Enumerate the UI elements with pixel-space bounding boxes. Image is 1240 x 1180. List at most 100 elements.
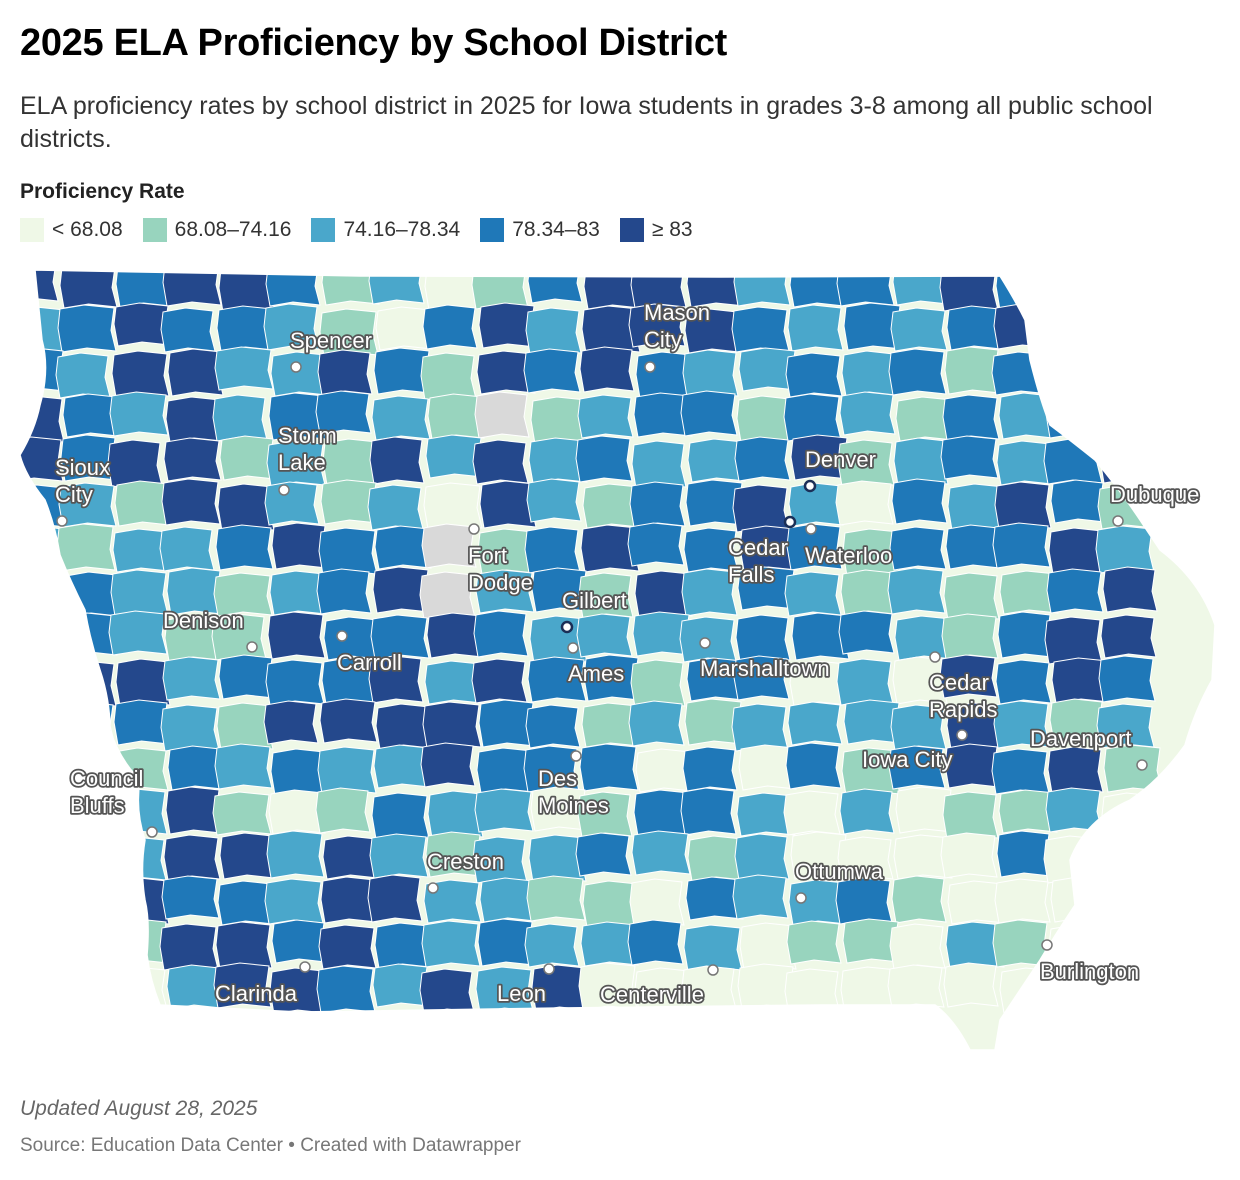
district-shape[interactable] <box>317 746 377 795</box>
district-shape[interactable] <box>946 305 1002 351</box>
district-shape[interactable] <box>789 264 845 308</box>
district-shape[interactable] <box>526 875 586 922</box>
district-shape[interactable] <box>166 964 222 1010</box>
district-shape[interactable] <box>12 874 71 921</box>
district-shape[interactable] <box>839 391 896 436</box>
district-shape[interactable] <box>840 569 896 616</box>
district-shape[interactable] <box>369 436 425 485</box>
district-shape[interactable] <box>733 655 790 701</box>
district-shape[interactable] <box>893 834 953 880</box>
district-shape[interactable] <box>940 832 998 879</box>
district-shape[interactable] <box>836 658 894 706</box>
district-shape[interactable] <box>167 745 223 791</box>
district-shape[interactable] <box>686 657 745 702</box>
district-shape[interactable] <box>268 789 326 835</box>
district-shape[interactable] <box>373 744 431 789</box>
district-shape[interactable] <box>214 743 273 790</box>
district-shape[interactable] <box>368 259 425 305</box>
district-shape[interactable] <box>265 263 321 307</box>
district-shape[interactable] <box>159 923 219 971</box>
district-shape[interactable] <box>1095 525 1155 574</box>
district-shape[interactable] <box>837 836 894 881</box>
district-shape[interactable] <box>525 704 581 749</box>
district-shape[interactable] <box>162 260 222 307</box>
district-shape[interactable] <box>998 392 1054 440</box>
district-shape[interactable] <box>682 746 738 792</box>
district-shape[interactable] <box>784 968 841 1016</box>
district-shape[interactable] <box>110 569 169 617</box>
district-shape[interactable] <box>161 875 220 920</box>
district-shape[interactable] <box>739 922 797 971</box>
district-shape[interactable] <box>268 392 327 441</box>
district-shape[interactable] <box>525 307 582 355</box>
district-shape[interactable] <box>266 830 325 879</box>
district-shape[interactable] <box>321 657 379 705</box>
district-shape[interactable] <box>683 924 743 972</box>
district-shape[interactable] <box>784 571 842 617</box>
district-shape[interactable] <box>319 698 378 744</box>
district-shape[interactable] <box>994 481 1052 530</box>
district-shape[interactable] <box>835 480 894 526</box>
district-shape[interactable] <box>680 390 738 437</box>
district-shape[interactable] <box>734 833 790 881</box>
district-shape[interactable] <box>57 701 116 747</box>
district-shape[interactable] <box>263 700 319 745</box>
district-shape[interactable] <box>887 567 946 615</box>
district-shape[interactable] <box>422 701 482 749</box>
district-shape[interactable] <box>1099 833 1156 878</box>
district-shape[interactable] <box>628 700 685 747</box>
district-shape[interactable] <box>215 921 273 970</box>
district-shape[interactable] <box>318 527 378 576</box>
district-shape[interactable] <box>1050 876 1110 923</box>
district-shape[interactable] <box>269 570 327 616</box>
district-shape[interactable] <box>5 833 63 882</box>
district-shape[interactable] <box>160 704 220 752</box>
district-shape[interactable] <box>581 702 640 748</box>
district-shape[interactable] <box>4 655 63 702</box>
district-shape[interactable] <box>787 304 844 352</box>
district-shape[interactable] <box>1098 655 1156 703</box>
district-shape[interactable] <box>10 525 66 573</box>
district-shape[interactable] <box>526 478 582 523</box>
district-shape[interactable] <box>271 522 328 570</box>
district-shape[interactable] <box>999 570 1059 615</box>
district-shape[interactable] <box>423 482 483 530</box>
district-shape[interactable] <box>315 787 371 834</box>
district-shape[interactable] <box>7 792 64 838</box>
district-shape[interactable] <box>212 791 272 836</box>
district-shape[interactable] <box>107 836 167 882</box>
district-shape[interactable] <box>524 526 581 574</box>
district-shape[interactable] <box>732 874 789 920</box>
district-shape[interactable] <box>318 924 377 970</box>
district-shape[interactable] <box>1047 746 1104 794</box>
district-shape[interactable] <box>1051 261 1107 305</box>
district-shape[interactable] <box>316 965 376 1014</box>
district-shape[interactable] <box>575 435 633 483</box>
district-shape[interactable] <box>524 923 580 968</box>
district-shape[interactable] <box>11 703 66 748</box>
district-shape[interactable] <box>736 395 792 443</box>
district-shape[interactable] <box>1101 395 1158 440</box>
district-shape[interactable] <box>786 523 843 571</box>
district-shape[interactable] <box>479 877 536 923</box>
district-shape[interactable] <box>114 480 171 527</box>
district-shape[interactable] <box>165 786 222 835</box>
district-shape[interactable] <box>634 570 693 618</box>
district-shape[interactable] <box>786 920 842 965</box>
district-shape[interactable] <box>1044 616 1103 665</box>
district-shape[interactable] <box>213 962 272 1009</box>
district-shape[interactable] <box>527 656 587 703</box>
district-shape[interactable] <box>994 878 1051 924</box>
district-shape[interactable] <box>739 525 798 572</box>
district-shape[interactable] <box>1102 566 1158 613</box>
district-shape[interactable] <box>891 875 947 924</box>
district-shape[interactable] <box>316 568 372 615</box>
district-shape[interactable] <box>992 522 1051 569</box>
district-shape[interactable] <box>115 658 171 707</box>
district-shape[interactable] <box>942 394 1000 441</box>
district-shape[interactable] <box>63 571 119 618</box>
district-shape[interactable] <box>889 526 947 571</box>
district-shape[interactable] <box>893 437 949 486</box>
district-shape[interactable] <box>629 481 686 528</box>
district-shape[interactable] <box>55 352 111 399</box>
